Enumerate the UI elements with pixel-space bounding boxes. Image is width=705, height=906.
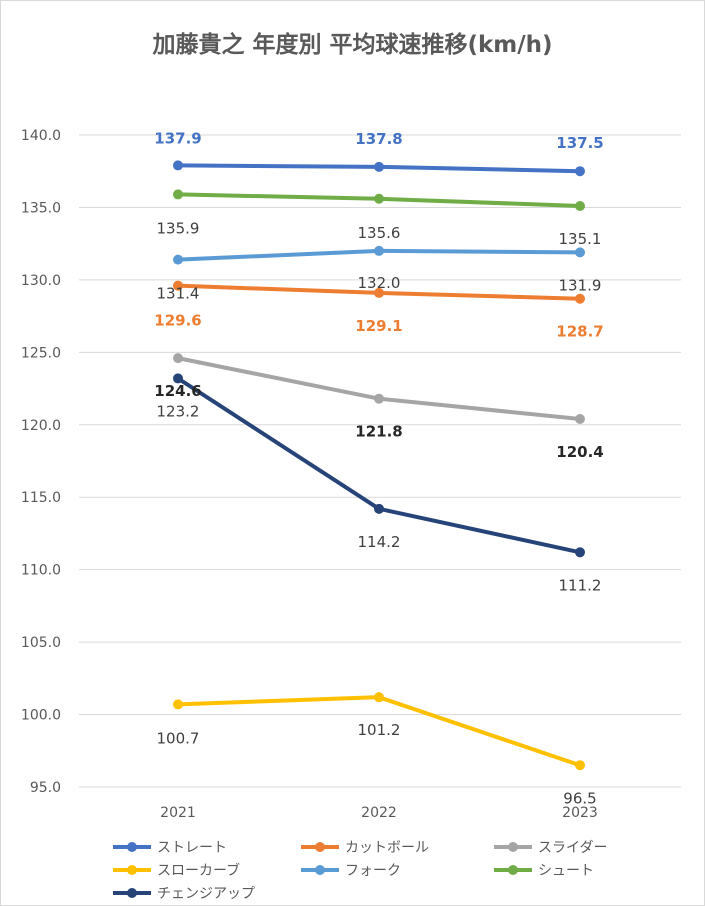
y-axis-ticks: 95.0 100.0 105.0 110.0 115.0 120.0 125.0 130.0 1… (21, 128, 61, 796)
series-4 (173, 245, 585, 265)
data-point (173, 280, 183, 291)
legend-label: フォーク (345, 863, 401, 879)
y-tick-label: 120.0 (21, 418, 61, 434)
legend-point-marker (315, 865, 325, 875)
data-point (173, 699, 183, 710)
gridlines (79, 134, 681, 788)
data-label: 114.2 (358, 533, 401, 551)
data-label: 120.4 (556, 443, 603, 461)
series-1 (173, 280, 585, 304)
data-point (173, 254, 183, 265)
legend-point-marker (127, 842, 137, 852)
data-label: 129.6 (154, 312, 201, 330)
y-tick-label: 125.0 (21, 345, 61, 361)
series-2 (173, 353, 585, 424)
x-axis-ticks: 2021 2022 2023 (160, 805, 598, 821)
data-label: 101.2 (358, 721, 401, 739)
data-point (575, 293, 585, 304)
legend-item: チェンジアップ (113, 886, 255, 902)
x-tick-label: 2021 (160, 805, 196, 821)
data-label: 135.6 (358, 224, 401, 242)
series-line (176, 356, 582, 421)
y-tick-label: 110.0 (21, 563, 61, 579)
series-lines (173, 160, 585, 771)
data-point (575, 247, 585, 258)
legend-label: スライダー (538, 840, 607, 856)
legend-label: シュート (538, 863, 594, 879)
data-label: 100.7 (157, 729, 200, 747)
legend-point-marker (127, 888, 137, 898)
data-point (575, 547, 585, 558)
data-label: 132.0 (358, 274, 401, 292)
data-label: 121.8 (355, 423, 402, 441)
y-tick-label: 100.0 (21, 708, 61, 724)
legend-point-marker (508, 842, 518, 852)
data-label: 111.2 (559, 576, 602, 594)
data-label: 135.1 (559, 230, 602, 248)
series-3 (173, 692, 585, 771)
data-point (374, 692, 384, 703)
legend-label: カットボール (345, 840, 429, 856)
data-point (173, 189, 183, 200)
chart-title: 加藤貴之 年度別 平均球速推移(km/h) (152, 32, 553, 58)
y-tick-label: 140.0 (21, 128, 61, 144)
series-6 (173, 373, 585, 558)
data-point (575, 166, 585, 177)
legend-label: スローカーブ (157, 862, 240, 879)
data-label: 124.6 (154, 382, 201, 400)
y-tick-label: 105.0 (21, 635, 61, 651)
data-point (374, 287, 384, 298)
data-labels: 137.9 137.8 137.5 129.6 129.1 128.7 124.6 121.8… (154, 129, 603, 807)
data-point (374, 161, 384, 172)
data-label: 96.5 (563, 789, 596, 807)
legend-point-marker (315, 842, 325, 852)
legend-item: シュート (494, 863, 594, 879)
data-point (374, 503, 384, 514)
legend-point-marker (127, 865, 137, 875)
y-tick-label: 130.0 (21, 273, 61, 289)
legend-item: フォーク (301, 863, 401, 879)
legend-point-marker (508, 865, 518, 875)
data-point (374, 393, 384, 404)
x-tick-label: 2022 (361, 805, 397, 821)
data-point (575, 413, 585, 424)
legend-label: ストレート (157, 840, 227, 856)
data-point (173, 160, 183, 171)
data-label: 131.9 (559, 276, 602, 294)
series-0 (173, 160, 585, 177)
data-point (173, 373, 183, 384)
data-label: 137.8 (355, 130, 402, 148)
data-label: 129.1 (355, 317, 402, 335)
data-point (374, 193, 384, 204)
legend-label: チェンジアップ (157, 886, 255, 902)
y-tick-label: 95.0 (30, 780, 61, 796)
x-tick-label: 2023 (562, 805, 598, 821)
data-label: 137.5 (556, 134, 603, 152)
data-point (374, 245, 384, 256)
data-label: 135.9 (157, 219, 200, 237)
series-line (176, 376, 582, 555)
data-point (575, 200, 585, 211)
legend-item: スローカーブ (113, 862, 240, 879)
y-tick-label: 115.0 (21, 490, 61, 506)
data-label: 128.7 (556, 323, 603, 341)
y-tick-label: 135.0 (21, 200, 61, 216)
data-label: 137.9 (154, 129, 201, 147)
data-label: 123.2 (157, 402, 200, 420)
data-point (575, 760, 585, 771)
legend-item: ストレート (113, 840, 227, 856)
data-label: 131.4 (157, 285, 200, 303)
legend-item: スライダー (494, 840, 607, 856)
data-point (173, 353, 183, 364)
series-5 (173, 189, 585, 211)
legend-item: カットボール (301, 840, 429, 856)
